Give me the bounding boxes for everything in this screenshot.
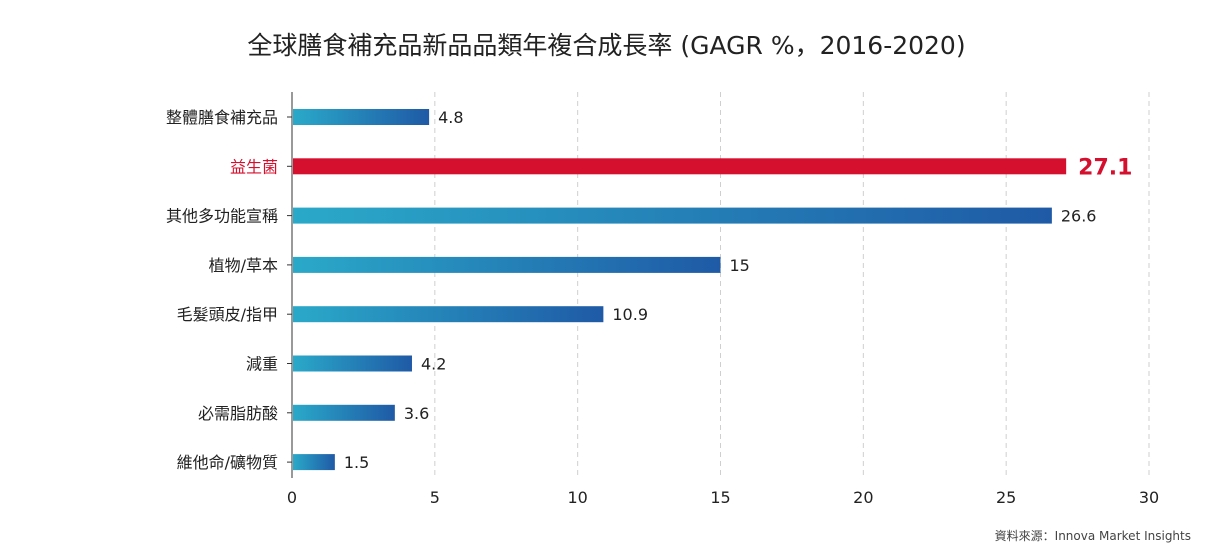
- chart-title: 全球膳食補充品新品品類年複合成長率 (GAGR %，2016-2020): [247, 31, 966, 60]
- bar: [293, 454, 335, 471]
- value-label: 27.1: [1078, 155, 1132, 180]
- bars: [293, 109, 1067, 471]
- bar: [293, 256, 721, 273]
- category-label: 整體膳食補充品: [166, 108, 278, 127]
- category-label: 其他多功能宣稱: [166, 207, 278, 226]
- value-label: 4.2: [421, 355, 446, 374]
- bar: [293, 158, 1067, 175]
- x-tick-label: 30: [1139, 488, 1159, 507]
- category-label: 植物/草本: [209, 256, 278, 275]
- x-tick-label: 0: [287, 488, 297, 507]
- bar: [293, 306, 604, 323]
- bar: [293, 207, 1052, 224]
- category-label: 減重: [246, 355, 278, 374]
- value-label: 26.6: [1061, 207, 1097, 226]
- bar: [293, 109, 430, 125]
- source-note: 資料來源：Innova Market Insights: [994, 529, 1191, 543]
- value-label: 10.9: [612, 305, 648, 324]
- category-label: 益生菌: [230, 157, 278, 176]
- x-axis: 0 5 10 15 20 25 30: [287, 92, 1159, 507]
- value-label: 1.5: [344, 453, 369, 472]
- x-tick-label: 10: [567, 488, 587, 507]
- value-label: 15: [730, 256, 750, 275]
- category-label: 毛髮頭皮/指甲: [177, 305, 278, 324]
- value-label: 4.8: [438, 108, 463, 127]
- bar: [293, 404, 395, 421]
- labels: 整體膳食補充品 4.8 益生菌 27.1 其他多功能宣稱 26.6 植物/草本 15 毛髮頭皮/…: [166, 108, 1132, 472]
- x-tick-label: 5: [430, 488, 440, 507]
- x-tick-label: 25: [996, 488, 1016, 507]
- x-tick-label: 15: [710, 488, 730, 507]
- bar: [293, 355, 412, 372]
- x-tick-label: 20: [853, 488, 873, 507]
- category-label: 維他命/礦物質: [177, 453, 278, 472]
- gridlines: [434, 92, 1150, 478]
- value-label: 3.6: [404, 404, 429, 423]
- category-label: 必需脂肪酸: [198, 404, 278, 423]
